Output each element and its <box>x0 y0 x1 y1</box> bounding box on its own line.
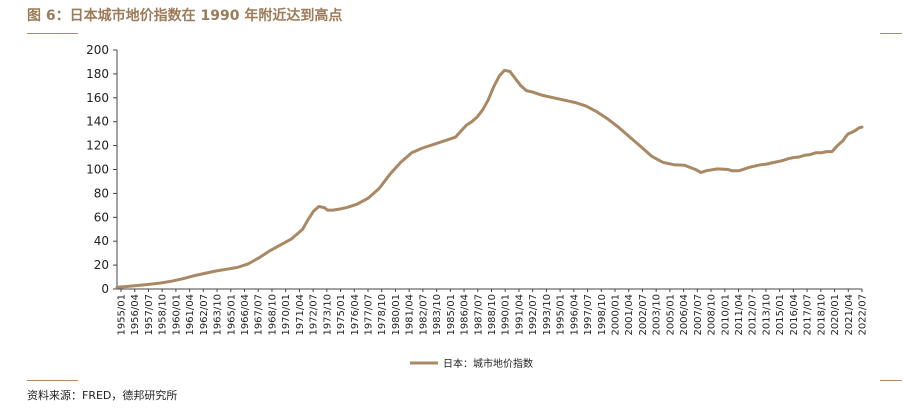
x-tick-label: 2002/07 <box>638 294 649 336</box>
x-tick-label: 1970/01 <box>281 294 292 336</box>
x-tick-label: 1983/10 <box>432 294 443 336</box>
y-tick-label: 20 <box>94 258 109 272</box>
series-line <box>115 68 864 289</box>
x-tick-label: 2005/01 <box>665 294 676 336</box>
x-tick-label: 2015/01 <box>775 294 786 336</box>
x-tick-label: 2021/04 <box>844 294 855 336</box>
x-tick-label: 1991/04 <box>514 294 525 336</box>
y-tick-label: 160 <box>86 91 109 105</box>
x-tick-label: 2018/10 <box>816 294 827 336</box>
header-rule <box>880 33 902 34</box>
y-tick-label: 120 <box>86 139 109 153</box>
x-tick-label: 1977/07 <box>364 294 375 336</box>
x-tick-label: 1985/01 <box>446 294 457 336</box>
x-tick-label: 2001/04 <box>624 294 635 336</box>
x-tick-label: 1992/07 <box>528 294 539 336</box>
x-tick-label: 2020/01 <box>830 294 841 336</box>
x-tick-label: 2022/07 <box>858 294 869 336</box>
y-tick-label: 180 <box>86 67 109 81</box>
y-axis: 0 20 40 60 80 100 120 140 160 180 200 <box>86 43 118 296</box>
x-tick-label: 1993/10 <box>542 294 553 336</box>
x-tick-label: 2011/04 <box>734 294 745 336</box>
x-tick-label: 1966/04 <box>240 294 251 336</box>
x-tick-label: 1975/01 <box>336 294 347 336</box>
x-tick-label: 1996/04 <box>569 294 580 336</box>
x-tick-label: 1965/01 <box>226 294 237 336</box>
y-tick-label: 60 <box>94 210 109 224</box>
x-tick-label: 1955/01 <box>117 294 128 336</box>
x-tick-label: 1956/04 <box>130 294 141 336</box>
series-layer <box>115 68 864 289</box>
figure-title: 图 6：日本城市地价指数在 1990 年附近达到高点 <box>27 8 343 24</box>
x-tick-label: 1997/07 <box>583 294 594 336</box>
x-tick-label: 1957/07 <box>144 294 155 336</box>
x-tick-label: 2012/07 <box>748 294 759 336</box>
x-tick-label: 2008/10 <box>707 294 718 336</box>
x-tick-label: 2013/10 <box>761 294 772 336</box>
y-tick-label: 140 <box>86 115 109 129</box>
footer-rule <box>880 380 902 381</box>
header-rule <box>27 33 78 34</box>
y-tick-label: 0 <box>101 282 109 296</box>
x-tick-label: 2006/04 <box>679 294 690 336</box>
x-tick-label: 2000/01 <box>611 294 622 336</box>
legend: 日本：城市地价指数 <box>410 357 533 370</box>
x-tick-label: 1990/01 <box>501 294 512 336</box>
x-tick-label: 1986/04 <box>460 294 471 336</box>
x-tick-label: 1960/01 <box>171 294 182 336</box>
x-tick-label: 1958/10 <box>158 294 169 336</box>
x-tick-label: 1982/07 <box>418 294 429 336</box>
x-tick-label: 1968/10 <box>267 294 278 336</box>
y-tick-label: 40 <box>94 234 109 248</box>
y-tick-label: 200 <box>86 43 109 57</box>
x-tick-label: 2003/10 <box>652 294 663 336</box>
x-tick-label: 2010/01 <box>720 294 731 336</box>
y-tick-label: 80 <box>94 186 109 200</box>
x-tick-label: 1995/01 <box>556 294 567 336</box>
x-tick-label: 2007/07 <box>693 294 704 336</box>
x-tick-label: 2017/07 <box>803 294 814 336</box>
x-tick-label: 1981/04 <box>405 294 416 336</box>
x-tick-label: 1978/10 <box>377 294 388 336</box>
x-tick-label: 1973/10 <box>322 294 333 336</box>
x-tick-label: 1971/04 <box>295 294 306 336</box>
x-tick-label: 1967/07 <box>254 294 265 336</box>
source-note: 资料来源：FRED，德邦研究所 <box>27 389 178 402</box>
x-tick-label: 1980/01 <box>391 294 402 336</box>
y-tick-label: 100 <box>86 163 109 177</box>
legend-label: 日本：城市地价指数 <box>443 357 533 370</box>
x-tick-label: 1963/10 <box>213 294 224 336</box>
x-tick-label: 1988/10 <box>487 294 498 336</box>
x-tick-label: 1976/04 <box>350 294 361 336</box>
x-axis: 1955/01 1956/04 1957/07 1958/10 1960/01 1961/… <box>117 288 869 336</box>
footer-rule <box>27 380 78 381</box>
x-tick-label: 1987/07 <box>473 294 484 336</box>
x-tick-label: 1972/07 <box>309 294 320 336</box>
x-tick-label: 1962/07 <box>199 294 210 336</box>
x-tick-label: 1961/04 <box>185 294 196 336</box>
x-tick-label: 1998/10 <box>597 294 608 336</box>
x-tick-label: 2016/04 <box>789 294 800 336</box>
